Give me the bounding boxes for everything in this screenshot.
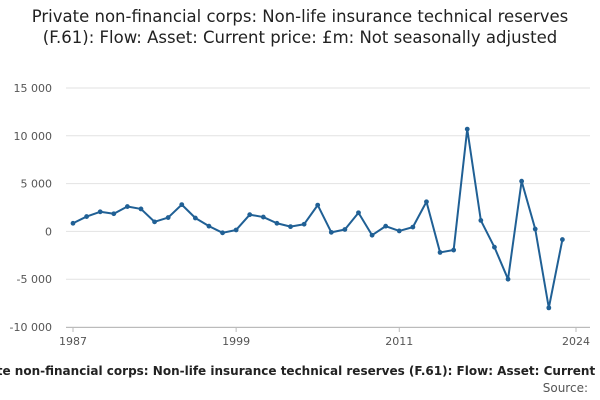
y-tick-label: -5 000 [17, 273, 52, 286]
chart-caption: Private non-financial corps: Non-life in… [0, 364, 600, 378]
data-point[interactable] [192, 215, 198, 221]
y-axis: 15 000 10 000 5 000 0 -5 000 -10 000 [10, 82, 52, 334]
data-point[interactable] [356, 210, 361, 216]
data-point[interactable] [70, 220, 76, 226]
data-point[interactable] [410, 224, 416, 230]
data-point[interactable] [97, 209, 103, 215]
data-point[interactable] [396, 228, 402, 234]
data-point[interactable] [206, 223, 212, 229]
data-point[interactable] [84, 214, 89, 219]
data-point[interactable] [328, 229, 334, 235]
data-point[interactable] [532, 226, 538, 232]
data-point[interactable] [233, 227, 239, 233]
x-axis: 1987 1999 2011 2024 [59, 327, 590, 348]
data-point[interactable] [315, 202, 321, 208]
x-tick-label: 1987 [59, 335, 87, 348]
y-tick-label: 5 000 [21, 178, 53, 191]
y-tick-label: 15 000 [14, 82, 53, 95]
data-point[interactable] [179, 202, 185, 208]
data-point[interactable] [342, 227, 348, 232]
y-tick-label: 0 [45, 225, 52, 238]
data-point[interactable] [451, 247, 457, 253]
data-point[interactable] [247, 212, 253, 218]
x-tick-label: 1999 [222, 335, 250, 348]
data-point[interactable] [519, 178, 525, 184]
x-tick-label: 2011 [385, 335, 413, 348]
source-label: Source: [542, 381, 588, 395]
chart-title: Private non-financial corps: Non-life in… [31, 7, 569, 47]
data-point[interactable] [124, 204, 130, 209]
data-point[interactable] [301, 221, 307, 227]
data-point[interactable] [464, 126, 470, 132]
data-point[interactable] [478, 218, 484, 223]
series-line [72, 128, 564, 309]
data-point[interactable] [424, 199, 429, 205]
data-point[interactable] [220, 230, 225, 236]
data-point[interactable] [437, 250, 443, 255]
data-point[interactable] [505, 276, 511, 282]
data-point[interactable] [260, 214, 266, 220]
data-point[interactable] [288, 224, 293, 230]
data-point[interactable] [546, 305, 552, 311]
y-tick-label: -10 000 [10, 321, 52, 334]
x-tick-label: 2024 [562, 335, 590, 348]
series [70, 126, 565, 311]
data-point[interactable] [152, 219, 157, 225]
y-tick-label: 10 000 [14, 130, 53, 143]
data-point[interactable] [383, 223, 389, 229]
data-point[interactable] [138, 206, 144, 212]
data-point[interactable] [274, 220, 280, 226]
data-point[interactable] [111, 211, 117, 217]
data-point[interactable] [369, 232, 375, 238]
data-point[interactable] [560, 237, 565, 242]
data-point[interactable] [492, 244, 497, 250]
grid-lines [66, 87, 590, 328]
data-point[interactable] [165, 215, 171, 220]
caption-text: Private non-financial corps: Non-life in… [0, 364, 600, 378]
